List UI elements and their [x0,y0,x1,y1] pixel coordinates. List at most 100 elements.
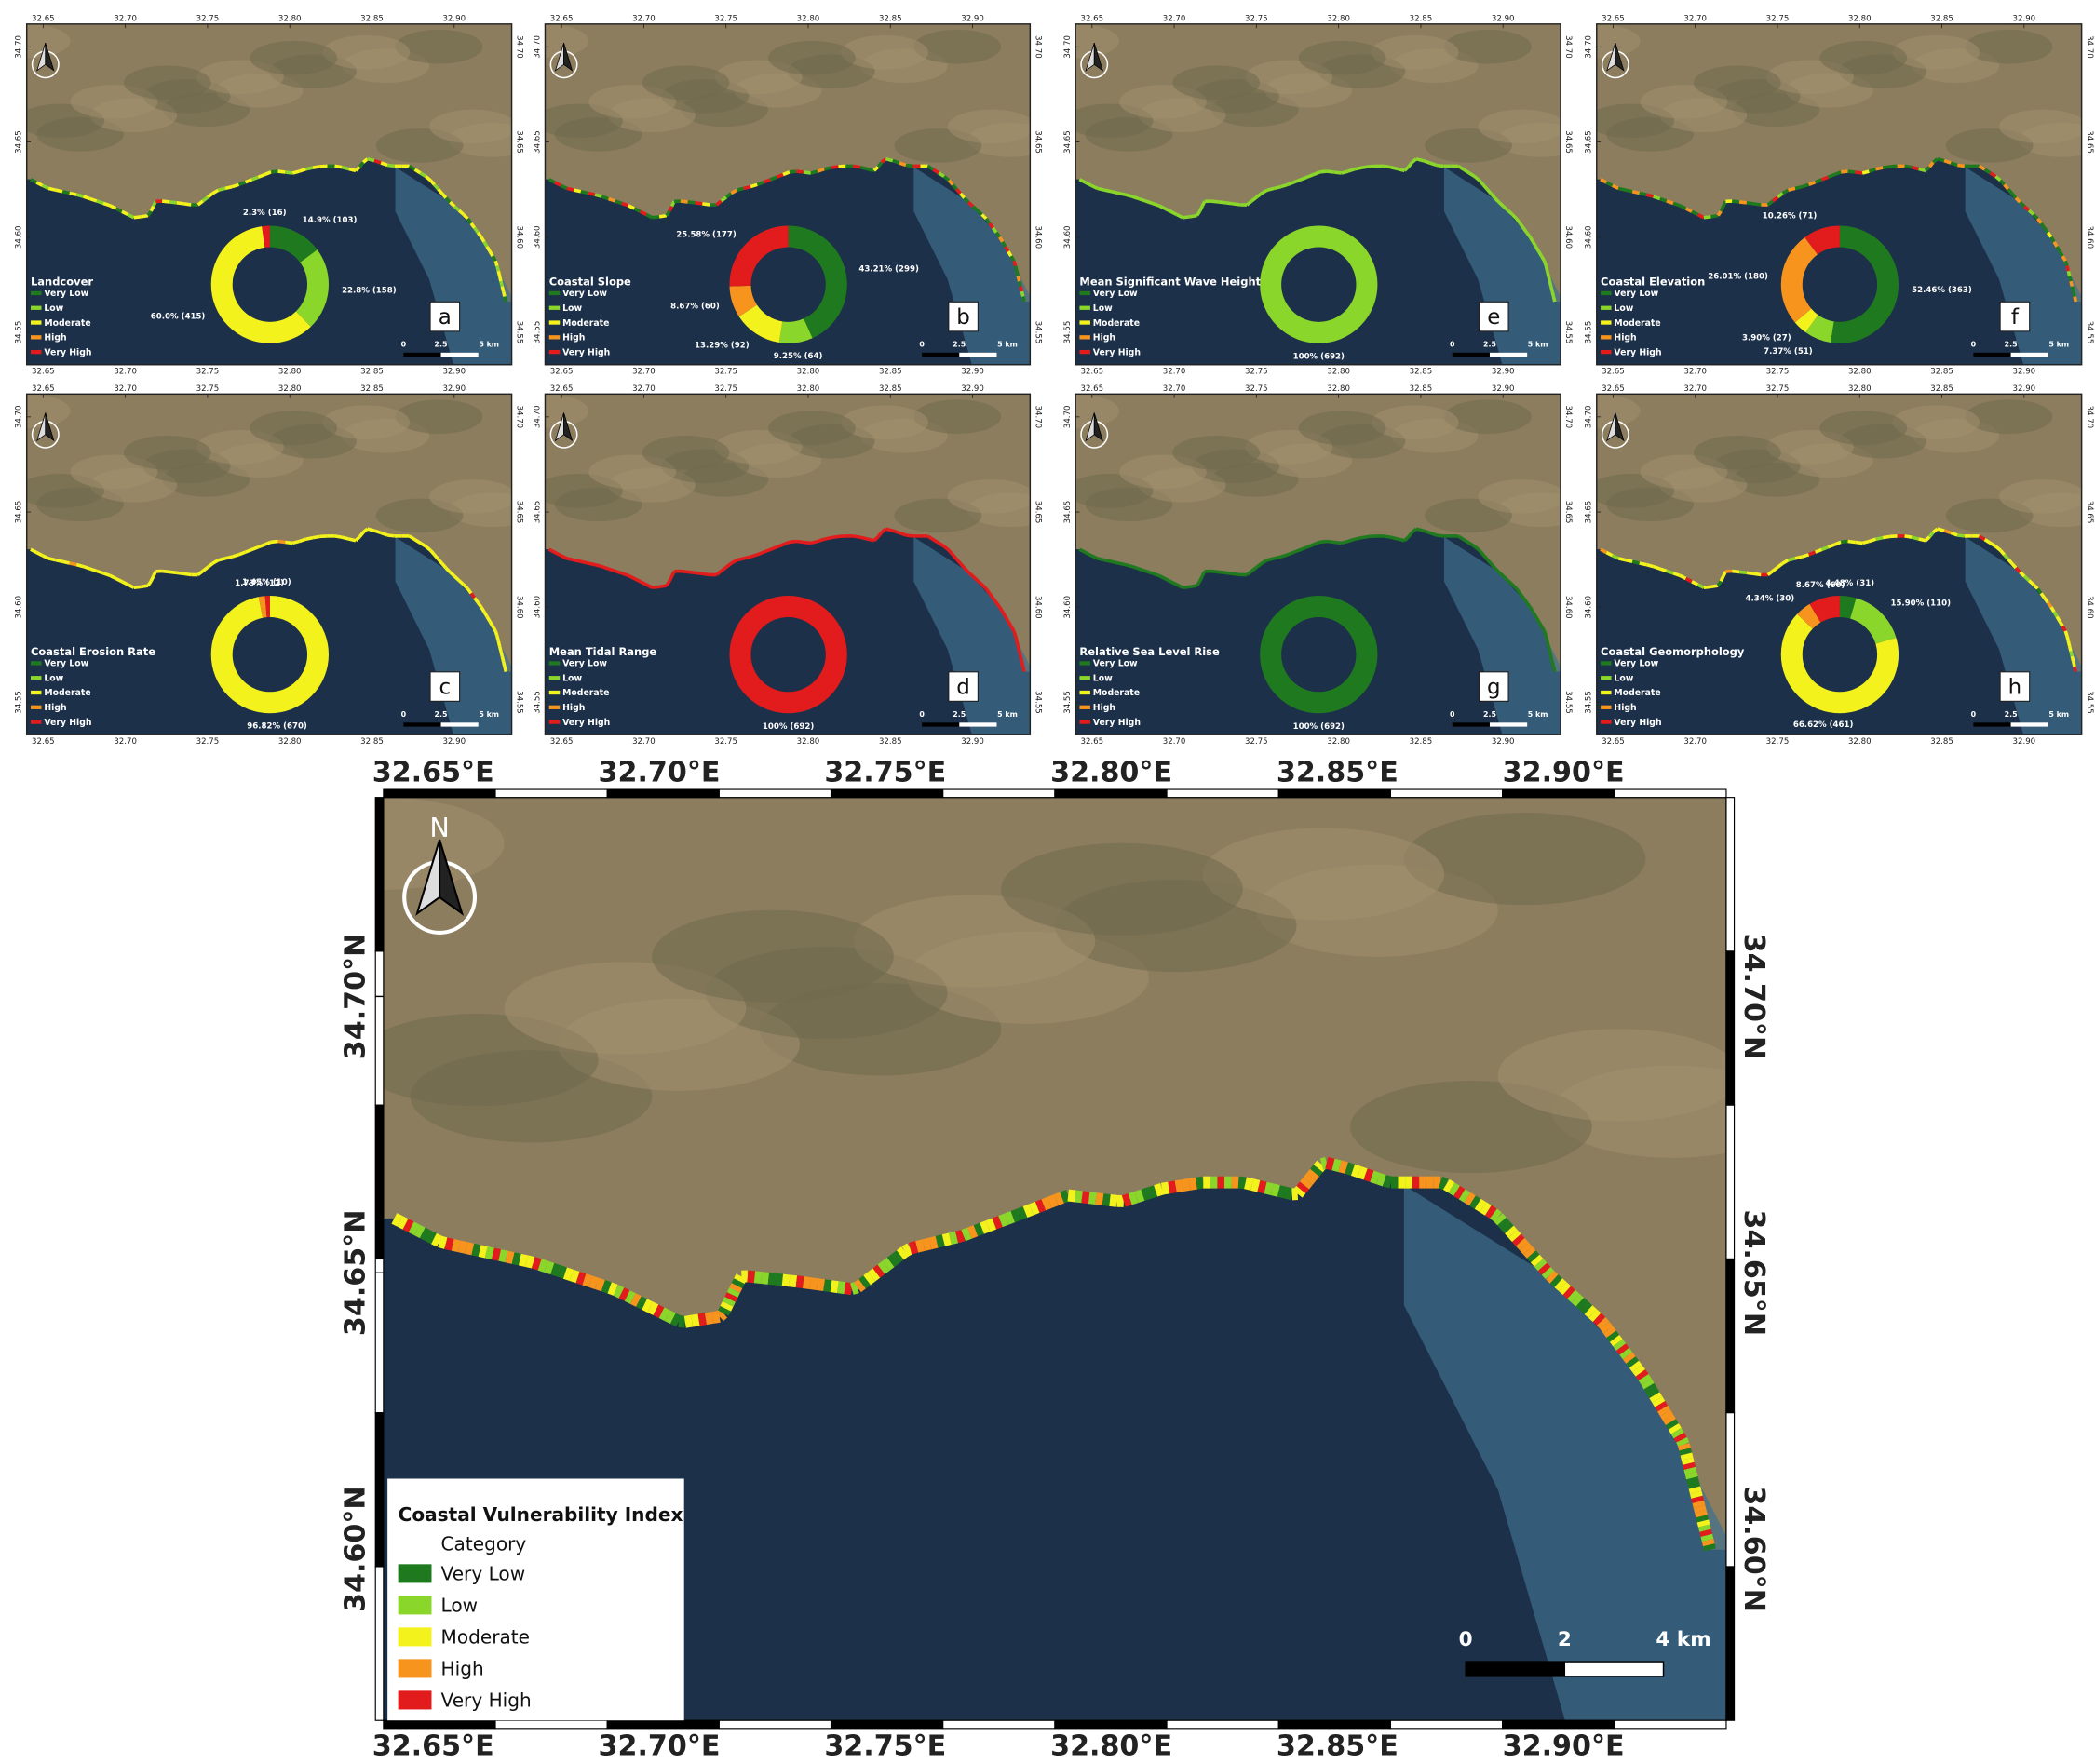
coast-segment [374,161,381,163]
panel-letter: g [1487,676,1501,700]
coast-segment [1696,1497,1697,1501]
frame-bar [1390,789,1502,798]
coast-segment [1130,1197,1137,1199]
coast-segment [394,1219,399,1221]
coast-segment [852,1287,858,1289]
frame-bar [943,1720,1055,1729]
coast-segment [930,1242,937,1244]
coast-segment [1618,559,1626,560]
coast-segment [97,571,103,572]
coast-segment [246,180,252,182]
coast-segment [342,537,348,539]
coast-segment [504,291,505,296]
coast-segment [1597,1317,1602,1321]
y-tick-label: 34.55 [533,321,542,344]
legend-swatch [549,691,560,694]
coast-segment [796,542,804,543]
legend-swatch [1079,306,1089,310]
coast-segment [1828,175,1834,178]
coast-segment [1676,1431,1679,1435]
coast-segment [1841,542,1847,543]
coast-segment [1327,171,1334,172]
panel-letter: d [956,676,970,700]
coast-segment [1211,201,1219,202]
donut-label: 14.9% (103) [303,216,358,225]
y-tick-label: 34.70 [1063,35,1073,59]
coast-segment [1883,167,1890,168]
frame-bar [495,789,607,798]
coast-segment [1075,1196,1082,1197]
x-tick-label: 32.70 [632,15,656,24]
coast-segment [893,531,899,532]
coast-segment [1702,1516,1703,1521]
x-tick-label: 32.90 [961,737,984,747]
coast-segment [1301,177,1307,180]
coast-segment [1361,536,1369,537]
coast-segment [1549,652,1550,656]
coast-segment [1398,539,1404,541]
coast-segment [1478,1204,1483,1206]
coast-segment [1272,1190,1278,1192]
coast-segment [1545,631,1547,636]
coast-segment [1628,1355,1630,1360]
y-tick-label: 34.65 [1563,130,1573,154]
panel-letter: h [2008,676,2022,700]
coast-segment [1575,1299,1580,1302]
coast-segment [905,1248,911,1251]
coast-segment [342,168,348,169]
coast-segment [504,662,505,667]
coast-segment [1618,1342,1621,1347]
land-texture [1498,1029,1740,1121]
y-tick-label: 34.55 [15,321,24,344]
coast-segment [1816,180,1822,182]
land-texture [948,110,1035,144]
legend-swatch [31,350,41,354]
scale-label: 5 km [479,341,499,349]
coast-segment [969,1231,976,1233]
coast-segment [1691,1474,1692,1478]
panel-letter: c [439,676,452,700]
coast-segment [1202,572,1205,576]
x-tick-label: 32.75 [1766,737,1790,747]
coast-segment [1695,1488,1696,1492]
legend-label: Moderate [562,688,609,698]
land-texture [396,399,483,434]
y-tick-label: 34.55 [1033,321,1042,344]
coast-segment [258,175,264,178]
coast-segment [1298,1190,1302,1194]
donut-label: 7.37% (51) [1764,347,1813,357]
frame-bar [1278,789,1390,798]
coast-segment [1346,1168,1353,1170]
coast-segment [1281,184,1288,186]
coast-segment [1789,559,1795,560]
scale-label: 2 [1558,1628,1572,1651]
coast-segment [1314,172,1320,175]
coast-segment [1634,1365,1637,1369]
coast-segment [502,287,503,291]
coast-segment [578,1277,585,1279]
coast-segment [1660,199,1667,201]
panel-title: Landcover [31,275,93,288]
coast-segment [1307,545,1314,547]
y-tick-label: 34.70 [1033,406,1042,429]
coast-segment [1112,192,1119,194]
coast-segment [1621,1347,1624,1352]
coast-segment [399,1221,405,1224]
coast-segment [1202,201,1205,206]
donut-label: 43.21% (299) [858,265,919,275]
y-tick-label: 34.65 [15,130,24,154]
y-tick-label: 34.60 [1033,596,1042,619]
coast-segment [1334,542,1342,543]
scale-label: 5 km [479,710,499,719]
coast-segment [804,172,811,173]
coast-segment [1457,1191,1463,1193]
coast-segment [906,165,913,166]
legend-swatch [549,291,560,295]
x-tick-label: 32.65 [1602,15,1625,24]
coast-segment [896,1255,900,1259]
x-tick-label: 32.85°E [1277,1730,1399,1762]
coast-segment [818,1285,824,1286]
x-tick-label: 32.70°E [599,756,721,788]
x-tick-label: 32.90 [961,15,984,24]
frame-bar [384,1720,495,1729]
